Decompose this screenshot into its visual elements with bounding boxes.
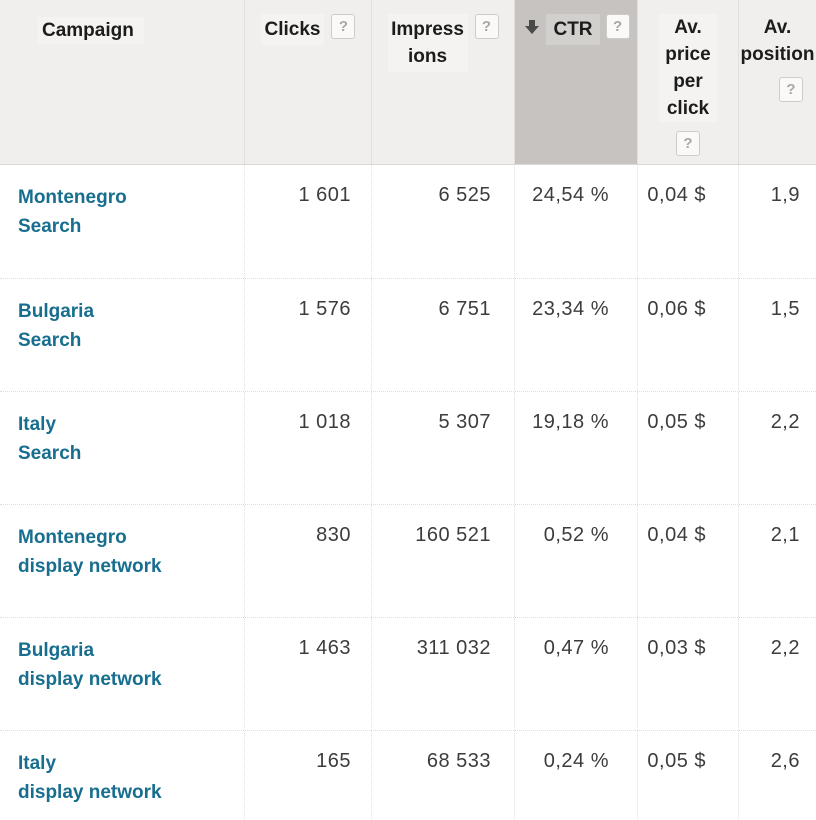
campaign-name-line1: Montenegro	[18, 527, 127, 548]
avg-position-value: 1,5	[770, 298, 800, 320]
impressions-value: 311 032	[372, 618, 515, 730]
ctr-value: 24,54 %	[515, 165, 638, 278]
campaign-name-line2: display network	[18, 669, 162, 690]
column-header-ctr-sorted[interactable]: CTR ?	[515, 0, 638, 164]
sort-descending-icon	[524, 19, 540, 41]
impressions-value: 6 525	[372, 165, 515, 278]
campaign-cell: Italy Search	[0, 392, 245, 504]
campaign-cell: Bulgaria Search	[0, 279, 245, 391]
impressions-value: 68 533	[372, 731, 515, 820]
campaign-name-line2: Search	[18, 216, 82, 237]
column-header-campaign[interactable]: Campaign	[0, 0, 245, 164]
avg-position-value: 2,2	[770, 411, 800, 433]
ctr-value: 19,18 %	[515, 392, 638, 504]
avg-position-value: 1,9	[770, 184, 800, 206]
table-row: Italy display network 165 68 533 0,24 % …	[0, 730, 816, 820]
impressions-value: 160 521	[372, 505, 515, 617]
campaign-link[interactable]: Montenegro display network	[18, 523, 162, 581]
avg-price-per-click-value: 0,04 $	[638, 505, 739, 617]
clicks-value: 830	[245, 505, 372, 617]
campaign-link[interactable]: Bulgaria Search	[18, 297, 94, 355]
clicks-value: 1 576	[245, 279, 372, 391]
ctr-value: 0,24 %	[515, 731, 638, 820]
column-header-avg-position[interactable]: Av. position ?	[739, 0, 816, 164]
clicks-value: 1 018	[245, 392, 372, 504]
column-header-clicks-label: Clicks	[260, 14, 325, 45]
ctr-value: 23,34 %	[515, 279, 638, 391]
column-header-impressions[interactable]: Impressions ?	[372, 0, 515, 164]
campaign-name-line2: Search	[18, 330, 82, 351]
campaign-name-line2: display network	[18, 556, 162, 577]
help-icon[interactable]: ?	[676, 131, 700, 156]
clicks-value: 1 601	[245, 165, 372, 278]
table-row: Montenegro Search 1 601 6 525 24,54 % 0,…	[0, 165, 816, 278]
table-header-row: Campaign Clicks ? Impressions ? CTR ?	[0, 0, 816, 165]
help-icon[interactable]: ?	[779, 77, 803, 102]
campaign-cell: Montenegro display network	[0, 505, 245, 617]
table-row: Montenegro display network 830 160 521 0…	[0, 504, 816, 617]
avg-position-value: 2,1	[770, 524, 800, 546]
campaign-link[interactable]: Montenegro Search	[18, 183, 127, 241]
campaign-link[interactable]: Bulgaria display network	[18, 636, 162, 694]
campaign-name-line1: Italy	[18, 753, 57, 774]
avg-price-per-click-value: 0,05 $	[638, 392, 739, 504]
avg-price-per-click-value: 0,04 $	[638, 165, 739, 278]
column-header-clicks[interactable]: Clicks ?	[245, 0, 372, 164]
campaign-cell: Italy display network	[0, 731, 245, 820]
impressions-value: 6 751	[372, 279, 515, 391]
avg-price-per-click-value: 0,05 $	[638, 731, 739, 820]
avg-price-per-click-value: 0,03 $	[638, 618, 739, 730]
campaign-name-line1: Bulgaria	[18, 301, 95, 322]
campaign-cell: Bulgaria display network	[0, 618, 245, 730]
campaign-name-line1: Bulgaria	[18, 640, 95, 661]
avg-position-value: 2,6	[770, 750, 800, 772]
column-header-avg-price-label: Av. price per click	[659, 14, 717, 122]
campaign-name-line2: display network	[18, 782, 162, 803]
help-icon[interactable]: ?	[605, 14, 630, 39]
column-header-campaign-label: Campaign	[38, 17, 144, 44]
campaign-name-line1: Montenegro	[18, 187, 127, 208]
campaign-link[interactable]: Italy Search	[18, 410, 81, 468]
column-header-ctr-label: CTR	[546, 14, 600, 45]
campaign-name-line1: Italy	[18, 414, 57, 435]
campaign-name-line2: Search	[18, 443, 82, 464]
column-header-avg-price-per-click[interactable]: Av. price per click ?	[638, 0, 739, 164]
table-row: Italy Search 1 018 5 307 19,18 % 0,05 $ …	[0, 391, 816, 504]
campaign-link[interactable]: Italy display network	[18, 749, 162, 807]
ctr-value: 0,47 %	[515, 618, 638, 730]
ctr-value: 0,52 %	[515, 505, 638, 617]
help-icon[interactable]: ?	[331, 14, 356, 39]
clicks-value: 165	[245, 731, 372, 820]
help-icon[interactable]: ?	[474, 14, 499, 39]
clicks-value: 1 463	[245, 618, 372, 730]
column-header-impressions-label: Impressions	[387, 14, 468, 72]
table-row: Bulgaria display network 1 463 311 032 0…	[0, 617, 816, 730]
table-row: Bulgaria Search 1 576 6 751 23,34 % 0,06…	[0, 278, 816, 391]
column-header-avg-position-label: Av. position	[740, 17, 815, 65]
avg-price-per-click-value: 0,06 $	[638, 279, 739, 391]
campaign-cell: Montenegro Search	[0, 165, 245, 278]
avg-position-value: 2,2	[770, 637, 800, 659]
impressions-value: 5 307	[372, 392, 515, 504]
